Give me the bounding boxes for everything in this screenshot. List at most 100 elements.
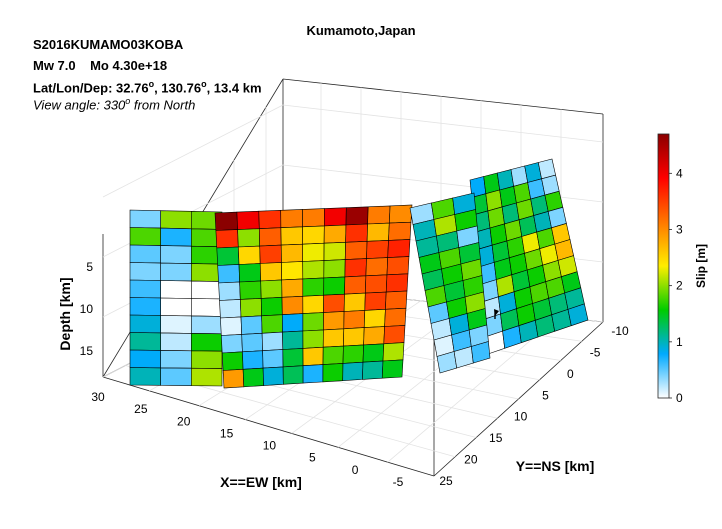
slip-patch	[129, 332, 161, 351]
view-angle: View angle: 330	[33, 97, 126, 113]
colorbar-tick-label: 4	[676, 166, 683, 180]
y-tick-label: 25	[439, 474, 453, 488]
slip-patch	[261, 331, 284, 352]
slip-patch	[302, 225, 325, 245]
slip-patch	[129, 244, 161, 264]
slip-patch	[160, 315, 192, 334]
slip-patch	[364, 274, 388, 294]
slip-patch	[366, 240, 389, 259]
slip-patch	[236, 210, 260, 230]
y-tick-label: 15	[489, 431, 503, 445]
slip-patch	[342, 361, 364, 382]
magnitude-line: Mw 7.0 Mo 4.30e+18	[33, 58, 167, 73]
slip-patch	[323, 276, 346, 296]
slip-patch	[383, 325, 406, 345]
slip-patch	[259, 244, 282, 264]
slip-patch	[385, 273, 409, 293]
colorbar-gradient	[657, 133, 670, 399]
slip-patch	[216, 246, 240, 266]
y-tick-label: 0	[567, 367, 574, 381]
slip-patch	[160, 280, 192, 299]
slip-patch	[220, 316, 243, 336]
z-tick-label: 15	[80, 344, 94, 358]
slip-patch	[237, 245, 261, 265]
degree-sup: o	[125, 96, 131, 106]
z-tick-label: 10	[80, 302, 94, 316]
slip-patch	[191, 298, 223, 317]
slip-patch	[238, 263, 262, 283]
slip-patch	[259, 262, 283, 282]
slip-patch	[343, 310, 366, 330]
slip-patch	[239, 280, 262, 300]
lon-label: , 130.76	[154, 80, 202, 96]
slip-patch	[217, 264, 240, 284]
slip-patch	[322, 363, 344, 383]
slip-patch	[345, 206, 369, 226]
slip-patch	[221, 351, 244, 371]
colorbar: 0 1 2 3 4 Slip [m]	[657, 133, 708, 405]
slip-patch	[129, 209, 161, 229]
slip-patch	[280, 226, 304, 246]
slip-patch	[191, 315, 223, 335]
slip-patch	[323, 241, 346, 261]
slip-patch	[323, 311, 345, 331]
colorbar-tick-label: 1	[676, 335, 683, 349]
slip-patch	[281, 295, 304, 316]
slip-patch	[344, 275, 367, 295]
y-tick-label: 10	[514, 410, 528, 424]
slip-patch	[239, 298, 262, 318]
y-tick-label: -5	[590, 345, 601, 359]
slip-patch	[302, 294, 325, 314]
x-tick-label: 25	[134, 402, 148, 416]
x-tick-label: 0	[352, 463, 359, 477]
y-tick-label: 20	[464, 453, 478, 467]
slip-patch	[345, 223, 368, 243]
slip-patch	[366, 222, 390, 242]
colorbar-tick-label: 3	[676, 222, 683, 236]
slip-patch	[191, 367, 223, 387]
slip-patch	[191, 263, 223, 282]
slip-patch	[240, 315, 263, 335]
x-tick-label: -5	[393, 475, 404, 489]
central-segment	[214, 204, 413, 389]
slip-patch	[323, 293, 345, 313]
slip-patch	[281, 278, 304, 298]
slip-patch	[302, 329, 324, 349]
degree-sup: o	[201, 79, 207, 89]
y-tick-label: 5	[542, 388, 549, 402]
slip-patch	[281, 313, 304, 333]
x-axis-label: X==EW [km]	[220, 474, 302, 490]
degree-sup: o	[148, 79, 155, 89]
slip-patch	[160, 332, 192, 352]
slip-patch	[258, 227, 282, 247]
slip-patch	[280, 243, 304, 263]
slip-patch	[302, 260, 325, 280]
axes-box-line	[282, 78, 604, 115]
slip-patch	[302, 277, 325, 297]
y-tick-label: -10	[611, 324, 629, 338]
slip-patch	[385, 290, 408, 310]
chart-title: Kumamoto,Japan	[306, 23, 416, 38]
slip-patch	[367, 205, 391, 225]
grid-line	[102, 104, 284, 198]
slip-patch	[215, 229, 239, 249]
z-tick-label: 5	[86, 260, 93, 274]
slip-patch	[343, 327, 365, 347]
slip-patch	[129, 297, 161, 316]
slip-patch	[470, 341, 491, 364]
northeast-segment	[469, 158, 589, 355]
slip-patch	[261, 314, 283, 334]
depth-label: , 13.4 km	[206, 80, 262, 96]
slip-patch	[386, 256, 410, 276]
slip-patch	[382, 342, 405, 362]
slip-patch	[282, 348, 304, 368]
slip-patch	[388, 221, 412, 241]
slip-patch	[160, 245, 192, 264]
slip-patch	[160, 297, 192, 317]
slip-patch	[387, 239, 411, 258]
view-suffix: from North	[130, 97, 196, 113]
slip-patch	[241, 332, 263, 353]
slip-patch	[344, 258, 367, 278]
slip-patch	[129, 262, 161, 281]
slip-patch	[381, 359, 404, 379]
